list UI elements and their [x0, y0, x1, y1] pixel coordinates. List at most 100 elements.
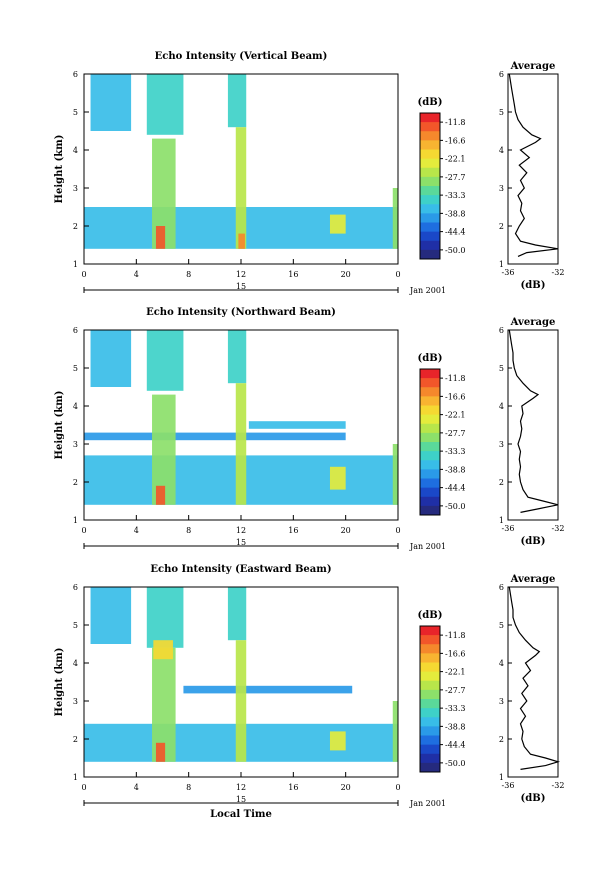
colorbar-swatch: [420, 240, 440, 251]
colorbar-swatch: [420, 689, 440, 700]
colorbar-swatch: [420, 378, 440, 388]
average-profile-line: [508, 73, 559, 257]
average-y-tick-label: 1: [499, 516, 504, 525]
average-x-tick-label: -36: [502, 781, 515, 790]
x-tick-label: 12: [236, 526, 246, 535]
colorbar-label: -22.1: [445, 411, 466, 420]
colorbar-swatch: [420, 414, 440, 425]
colorbar-swatch: [420, 176, 440, 187]
x-tick-label: 12: [236, 783, 246, 792]
colorbar-swatch: [420, 451, 440, 461]
colorbar-swatch: [420, 122, 440, 132]
colorbar-frame: [419, 112, 441, 260]
y-axis-label: Height (km): [54, 648, 65, 717]
colorbar-swatch: [420, 671, 440, 682]
x-tick-label: 20: [341, 526, 351, 535]
colorbar-label: -50.0: [445, 502, 466, 511]
colorbar-label: -50.0: [445, 759, 466, 768]
x-tick-label: 4: [134, 783, 139, 792]
x-tick-label: 12: [236, 270, 246, 279]
colorbar-swatch: [420, 708, 440, 718]
echo-region-10: [392, 188, 398, 249]
colorbar-swatch: [420, 158, 440, 169]
x-tick-label: 16: [288, 270, 298, 279]
colorbar-swatch: [420, 753, 440, 764]
y-tick-label: 2: [73, 735, 78, 744]
chart-title: Echo Intensity (Vertical Beam): [155, 51, 328, 62]
colorbar-swatch: [420, 505, 440, 516]
y-tick-label: 1: [73, 773, 78, 782]
colorbar-swatch: [420, 113, 440, 123]
colorbar-unit: (dB): [418, 353, 443, 364]
echo-region-10: [329, 466, 346, 490]
y-tick-label: 3: [73, 440, 78, 449]
y-tick-label: 2: [73, 478, 78, 487]
average-x-tick-label: -36: [502, 268, 515, 277]
average-x-tick-label: -32: [552, 781, 565, 790]
echo-region-4: [183, 685, 353, 694]
average-y-tick-label: 4: [499, 402, 504, 411]
y-tick-label: 6: [73, 326, 78, 335]
x-tick-label: 8: [186, 783, 191, 792]
x-tick-label: 0: [395, 526, 400, 535]
average-y-tick-label: 2: [499, 478, 504, 487]
colorbar-label: -44.4: [445, 741, 466, 750]
colorbar-label: -16.6: [445, 649, 466, 658]
colorbar-swatch: [420, 635, 440, 645]
colorbar-swatch: [420, 735, 440, 746]
y-tick-label: 3: [73, 697, 78, 706]
x-tick-label: 0: [81, 526, 86, 535]
colorbar-swatch: [420, 387, 440, 397]
echo-region-11: [392, 701, 398, 762]
colorbar-swatch: [420, 405, 440, 416]
colorbar-swatch: [420, 149, 440, 160]
average-x-label: (dB): [521, 280, 546, 291]
echo-region-6: [235, 127, 247, 249]
date-label: Jan 2001: [409, 799, 446, 808]
date-label: Jan 2001: [409, 286, 446, 295]
colorbar-swatch: [420, 213, 440, 223]
y-tick-label: 2: [73, 222, 78, 231]
x-tick-label: 0: [81, 783, 86, 792]
echo-region-9: [329, 214, 346, 234]
average-y-tick-label: 5: [499, 364, 504, 373]
echo-region-6: [152, 647, 176, 762]
date-day-label: 15: [236, 795, 246, 804]
chart-title: Echo Intensity (Eastward Beam): [150, 564, 331, 575]
echo-region-2: [146, 74, 184, 135]
y-tick-label: 5: [73, 364, 78, 373]
colorbar-swatch: [420, 396, 440, 406]
colorbar-swatch: [420, 626, 440, 636]
y-tick-label: 5: [73, 108, 78, 117]
colorbar-label: -11.8: [445, 374, 466, 383]
colorbar-swatch: [420, 662, 440, 673]
colorbar-swatch: [420, 699, 440, 709]
x-tick-label: 20: [341, 270, 351, 279]
average-y-tick-label: 3: [499, 184, 504, 193]
average-y-tick-label: 2: [499, 222, 504, 231]
colorbar-swatch: [420, 423, 440, 434]
average-x-tick-label: -36: [502, 524, 515, 533]
colorbar-swatch: [420, 469, 440, 479]
colorbar-swatch: [420, 249, 440, 260]
chart-title: Echo Intensity (Northward Beam): [146, 307, 336, 318]
x-tick-label: 4: [134, 526, 139, 535]
echo-region-5: [152, 138, 176, 249]
average-y-tick-label: 6: [499, 583, 504, 592]
average-y-tick-label: 2: [499, 735, 504, 744]
echo-region-1: [90, 74, 132, 131]
y-axis-label: Height (km): [54, 135, 65, 204]
colorbar-swatch: [420, 222, 440, 233]
colorbar-label: -44.4: [445, 484, 466, 493]
average-title: Average: [510, 317, 556, 328]
date-day-label: 15: [236, 282, 246, 291]
y-tick-label: 4: [73, 659, 78, 668]
colorbar-label: -27.7: [445, 686, 466, 695]
echo-region-3: [227, 74, 247, 128]
colorbar-label: -38.8: [445, 722, 466, 731]
colorbar-label: -16.6: [445, 136, 466, 145]
colorbar-unit: (dB): [418, 610, 443, 621]
y-tick-label: 5: [73, 621, 78, 630]
colorbar-label: -16.6: [445, 392, 466, 401]
